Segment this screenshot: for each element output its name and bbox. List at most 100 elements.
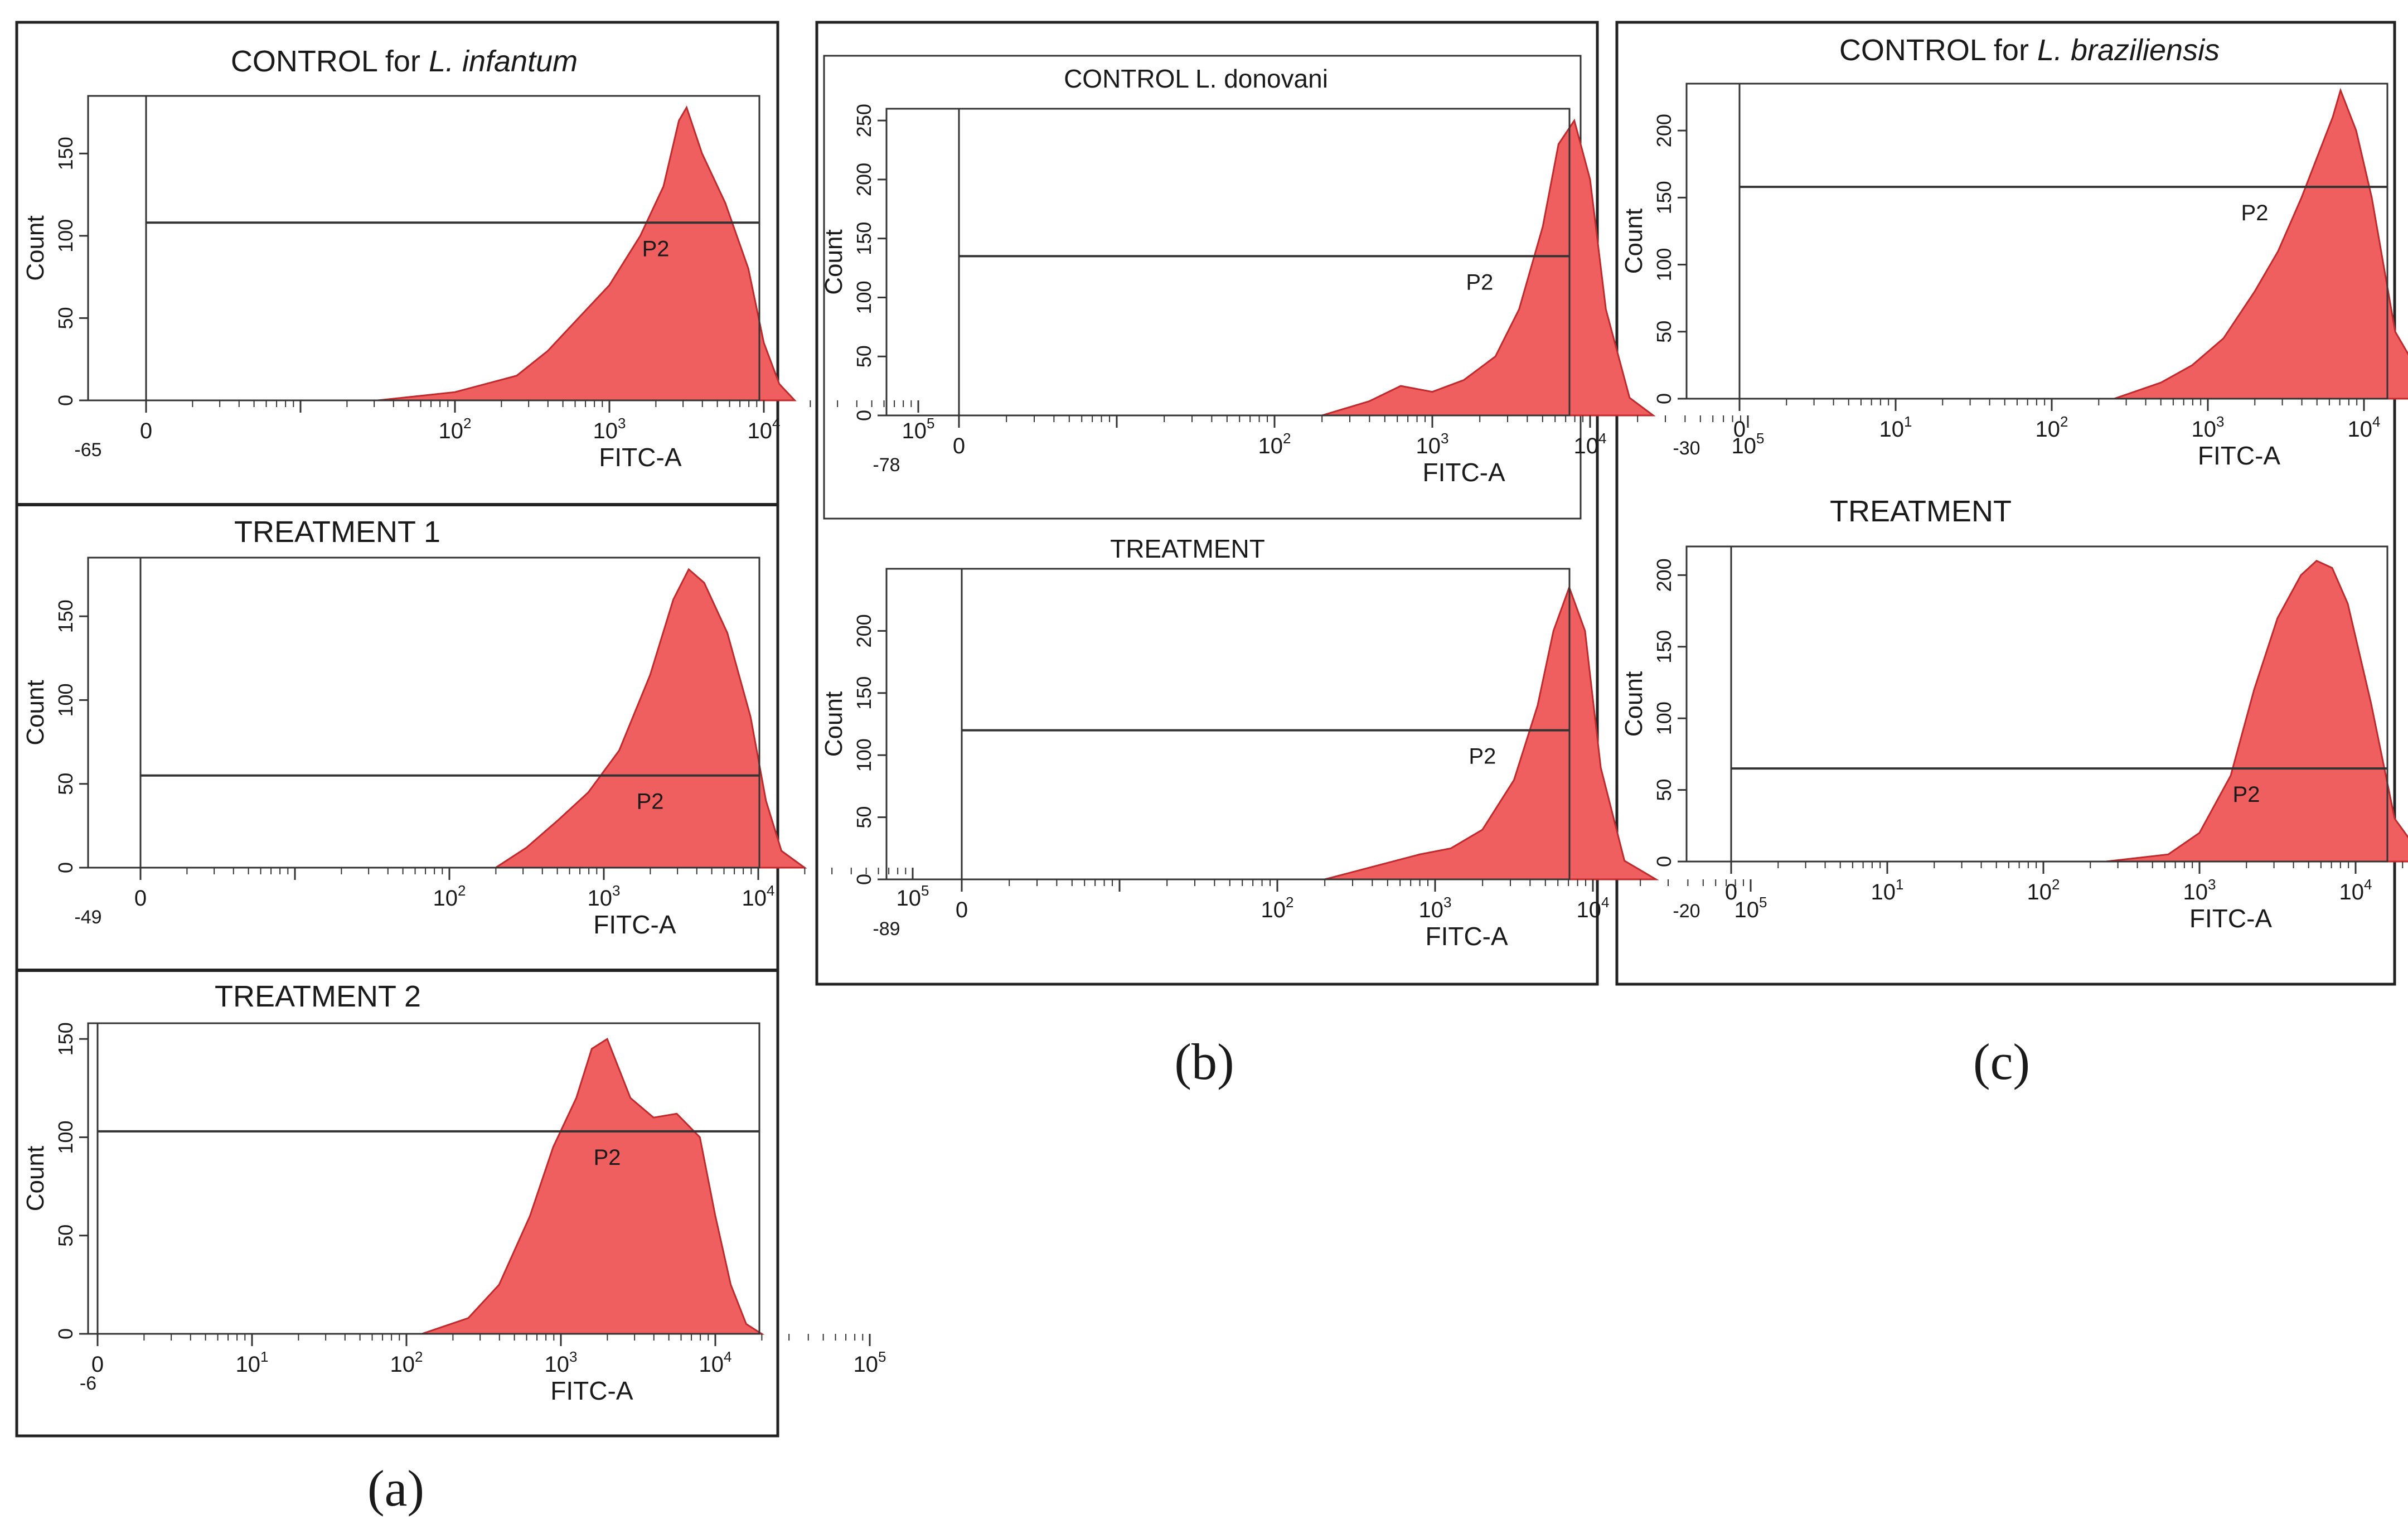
x-tick-exponent: 2 [1286,894,1293,911]
x-tick-exponent: 3 [569,1348,577,1365]
y-tick-label: 100 [852,280,875,314]
plot-frame [87,557,760,869]
y-tick-label: 0 [852,410,875,421]
y-tick-label: 100 [852,738,875,772]
x-tick-label: 105 [1732,430,1765,458]
y-tick-label: 50 [1653,321,1675,343]
x-tick-label: 102 [1258,430,1291,458]
y-tick-label: 200 [852,163,875,196]
x-tick-base: 10 [1258,434,1283,458]
y-tick-label: 100 [1653,701,1675,735]
x-tick-exponent: 2 [1283,430,1291,447]
y-tick-label: 50 [54,1225,77,1247]
x-tick-exponent: 4 [772,415,780,432]
x-tick-exponent: 4 [2372,413,2380,430]
y-tick-label: 200 [852,614,875,647]
x-tick-label: 104 [2339,876,2372,904]
y-tick-label: 50 [852,806,875,829]
x-min-label: -6 [80,1373,96,1394]
x-tick-label: 104 [699,1348,732,1377]
x-tick-exponent: 5 [1756,430,1764,447]
x-tick-base: 10 [439,419,464,443]
y-tick-label: 0 [54,395,77,406]
x-tick-exponent: 5 [878,1348,886,1365]
x-tick-exponent: 2 [463,415,471,432]
histogram-plot-a1: CONTROL for L. infantumP2050100150Count0… [22,45,934,472]
gate-label: P2 [594,1145,621,1170]
x-axis-label: FITC-A [593,910,676,939]
x-tick-exponent: 5 [1759,894,1767,911]
x-tick-base: 10 [588,886,613,911]
gate-label: P2 [1469,744,1496,769]
x-tick-base: 10 [593,419,618,443]
x-axis-label: FITC-A [1422,458,1505,487]
x-tick-label: 103 [2183,876,2216,904]
x-axis-label: FITC-A [599,443,682,472]
y-tick-label: 200 [1653,114,1675,147]
x-tick-base: 10 [433,886,458,911]
plot-frame [1685,545,2388,863]
plot-title: CONTROL for L. infantum [231,45,578,78]
y-tick-label: 100 [54,683,77,717]
x-axis-label: FITC-A [2189,904,2273,933]
y-tick-label: 50 [1653,779,1675,801]
plot-title: CONTROL for L. braziliensis [1839,33,2220,67]
y-tick-label: 0 [1653,393,1675,404]
x-min-label: -49 [74,907,101,928]
y-tick-label: 150 [852,676,875,710]
gate-label: P2 [637,790,664,814]
y-tick-label: 150 [1653,181,1675,214]
x-min-label: -30 [1673,438,1700,459]
y-tick-label: 100 [54,219,77,253]
y-axis-label: Count [22,1146,49,1211]
y-tick-label: 150 [54,599,77,633]
panel-c-border [1615,21,2396,986]
plot-title: TREATMENT [1110,534,1265,563]
x-tick-label: 0 [1733,417,1746,442]
y-tick-label: 150 [54,137,77,170]
x-tick-exponent: 4 [1598,430,1606,447]
x-tick-exponent: 2 [415,1348,423,1365]
x-tick-label: 102 [2027,876,2060,904]
histogram-plot-c1: CONTROL for L. braziliensisP205010015020… [1620,33,2408,470]
x-tick-exponent: 3 [2216,413,2224,430]
x-tick-label: 103 [2192,413,2225,442]
y-tick-label: 100 [1653,248,1675,282]
y-axis-label: Count [22,215,49,280]
y-axis-label: Count [820,691,847,757]
panel-label-a: (a) [367,1460,424,1517]
panel-label-b: (b) [1174,1033,1234,1090]
x-tick-label: 104 [748,415,781,443]
x-tick-base: 10 [1574,434,1599,458]
x-tick-base: 10 [854,1352,879,1377]
y-tick-label: 150 [1653,630,1675,664]
x-tick-base: 10 [902,419,927,443]
x-tick-base: 10 [1879,417,1905,442]
y-axis-label: Count [1620,209,1648,274]
x-tick-label: 103 [1419,894,1452,922]
x-tick-label: 103 [545,1348,578,1377]
x-tick-base: 10 [236,1352,261,1377]
x-tick-base: 10 [1419,898,1444,922]
x-tick-base: 10 [897,886,922,911]
x-tick-base: 10 [545,1352,570,1377]
x-tick-label: 105 [1734,894,1767,922]
histogram-area [1321,118,1656,417]
x-tick-label: 0 [953,434,965,458]
x-tick-label: 103 [593,415,626,443]
y-tick-label: 100 [54,1120,77,1154]
x-tick-base: 10 [1734,898,1760,922]
y-axis-label: Count [22,680,49,745]
x-tick-base: 10 [1577,898,1602,922]
x-min-label: -65 [74,439,101,461]
x-min-label: -20 [1673,901,1700,922]
x-tick-label: 0 [134,886,147,911]
plot-title-prefix: CONTROL for [1839,33,2037,67]
x-tick-base: 10 [748,419,773,443]
x-tick-exponent: 5 [927,415,934,432]
x-tick-label: 104 [1574,430,1607,458]
y-tick-label: 0 [54,862,77,873]
x-tick-label: 101 [1871,876,1904,904]
